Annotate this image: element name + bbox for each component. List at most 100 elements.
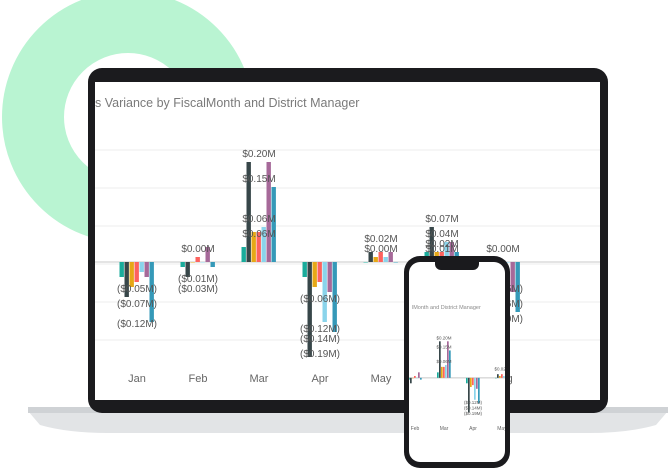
bar[interactable]	[416, 377, 418, 379]
data-label: ($0.12M)	[464, 400, 483, 405]
bar[interactable]	[383, 257, 388, 262]
bar[interactable]	[468, 377, 470, 413]
bar[interactable]	[266, 162, 271, 262]
bar[interactable]	[144, 262, 149, 277]
bar[interactable]	[388, 252, 393, 262]
bar[interactable]	[420, 377, 422, 380]
bar[interactable]	[449, 350, 451, 378]
bar[interactable]	[307, 262, 312, 357]
data-label: ($0.07M)	[117, 299, 157, 310]
data-label: $0.00M	[486, 244, 519, 255]
bar[interactable]	[474, 377, 476, 400]
bar[interactable]	[476, 377, 478, 389]
x-tick-label: May	[497, 426, 505, 432]
bar[interactable]	[470, 377, 472, 387]
bar[interactable]	[495, 377, 497, 379]
bar[interactable]	[241, 247, 246, 262]
x-tick-label: Mar	[440, 426, 449, 432]
data-label: ($0.12M)	[300, 324, 340, 335]
phone-screen: lMonth and District Manager Feb Mar Apr May…	[409, 262, 505, 462]
bar[interactable]	[444, 242, 449, 262]
bar[interactable]	[327, 262, 332, 292]
bar[interactable]	[429, 227, 434, 262]
bar[interactable]	[510, 262, 515, 292]
bar[interactable]	[322, 262, 327, 322]
bar[interactable]	[478, 377, 480, 404]
bar[interactable]	[251, 232, 256, 262]
chart-title: s Variance by FiscalMonth and District M…	[95, 96, 360, 110]
bar[interactable]	[246, 162, 251, 262]
x-tick-label: Feb	[189, 373, 208, 385]
x-tick-label: Jan	[128, 373, 146, 385]
phone-column-chart: FebMarAprMay$0.20M$0.15M$0.06M($0.12M)($…	[409, 335, 505, 432]
bar[interactable]	[503, 376, 505, 378]
data-label: ($0.19M)	[300, 349, 340, 360]
bar[interactable]	[414, 376, 416, 378]
bar[interactable]	[378, 252, 383, 262]
bar[interactable]	[129, 262, 134, 287]
report-canvas: s Variance by FiscalMonth and District M…	[95, 82, 600, 400]
bar[interactable]	[466, 377, 468, 384]
bar[interactable]	[443, 366, 445, 378]
data-label: ($0.12M)	[117, 319, 157, 330]
bar[interactable]	[139, 262, 144, 272]
data-label: ($0.14M)	[464, 406, 483, 411]
data-label: ($0.05M)	[117, 284, 157, 295]
bar[interactable]	[409, 377, 410, 380]
bar[interactable]	[317, 262, 322, 282]
data-label: $0.02M	[494, 367, 505, 372]
data-label: $0.15M	[242, 174, 275, 185]
phone-chart-title: lMonth and District Manager	[412, 305, 481, 311]
bar[interactable]	[332, 262, 337, 332]
bar[interactable]	[497, 374, 499, 378]
bar[interactable]	[271, 187, 276, 262]
bar[interactable]	[312, 262, 317, 287]
data-label: $0.06M	[436, 359, 451, 364]
bar[interactable]	[124, 262, 129, 297]
bar[interactable]	[261, 227, 266, 262]
bar[interactable]	[412, 377, 414, 379]
data-label: $0.02M	[425, 239, 458, 250]
data-label: ($0.03M)	[178, 284, 218, 295]
bar[interactable]	[410, 377, 412, 384]
bar[interactable]	[373, 257, 378, 262]
bar[interactable]	[393, 262, 398, 263]
data-label: ($0.14M)	[300, 334, 340, 345]
x-tick-label: Mar	[250, 373, 269, 385]
bar[interactable]	[302, 262, 307, 277]
x-tick-label: May	[371, 373, 392, 385]
bar[interactable]	[472, 377, 474, 386]
data-label: $0.07M	[425, 214, 458, 225]
bar[interactable]	[134, 262, 139, 282]
bar[interactable]	[437, 372, 439, 378]
data-label: $0.20M	[242, 149, 275, 160]
bar[interactable]	[515, 262, 520, 312]
bar[interactable]	[119, 262, 124, 277]
bar[interactable]	[195, 257, 200, 262]
bar[interactable]	[190, 262, 195, 263]
bar[interactable]	[445, 365, 447, 378]
phone-notch	[435, 262, 479, 270]
bar[interactable]	[449, 242, 454, 262]
bar[interactable]	[499, 376, 501, 378]
x-tick-label: Feb	[411, 426, 420, 432]
data-label: ($0.06M)	[300, 294, 340, 305]
bar[interactable]	[439, 341, 441, 378]
bar[interactable]	[149, 262, 154, 322]
data-label: $0.06M	[242, 214, 275, 225]
bar[interactable]	[441, 366, 443, 378]
x-tick-label: Apr	[311, 373, 328, 385]
bar[interactable]	[501, 374, 503, 378]
bar[interactable]	[200, 262, 205, 263]
bar[interactable]	[363, 262, 368, 263]
bar[interactable]	[505, 262, 510, 263]
bar[interactable]	[180, 262, 185, 267]
bar[interactable]	[447, 341, 449, 378]
column-chart: JanFebMarAprMayJulAug($0.05M)($0.07M)($0…	[95, 149, 600, 385]
bar[interactable]	[205, 247, 210, 262]
bar[interactable]	[210, 262, 215, 267]
bar[interactable]	[418, 372, 420, 378]
bar[interactable]	[185, 262, 190, 277]
bar[interactable]	[256, 232, 261, 262]
bar[interactable]	[368, 252, 373, 262]
